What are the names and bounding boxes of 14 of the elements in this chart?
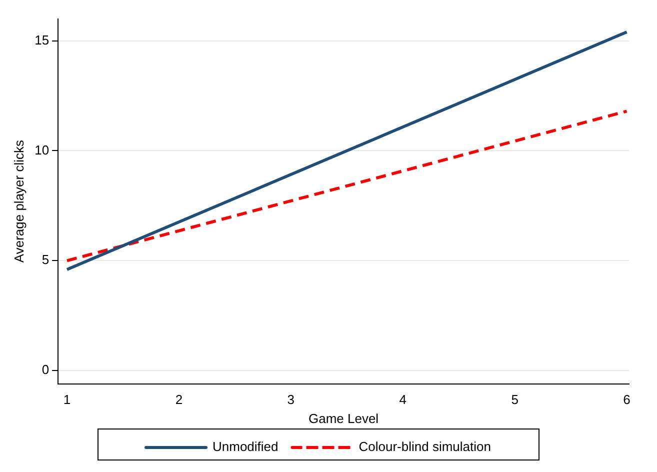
x-tick-label: 4: [399, 392, 406, 408]
legend-label: Colour-blind simulation: [358, 439, 491, 454]
x-axis-title: Game Level: [308, 410, 379, 426]
y-tick-label: 10: [34, 142, 50, 158]
x-tick-label: 3: [287, 392, 295, 408]
x-tick-label: 1: [63, 392, 71, 408]
y-axis-title: Average player clicks: [11, 140, 26, 263]
x-tick-label: 5: [511, 392, 518, 408]
legend-label: Unmodified: [212, 439, 278, 454]
y-tick-label: 0: [42, 362, 50, 378]
y-tick-label: 15: [34, 32, 50, 48]
x-tick-label: 6: [623, 392, 630, 408]
x-tick-label: 2: [175, 392, 183, 408]
y-tick-label: 5: [42, 252, 50, 268]
